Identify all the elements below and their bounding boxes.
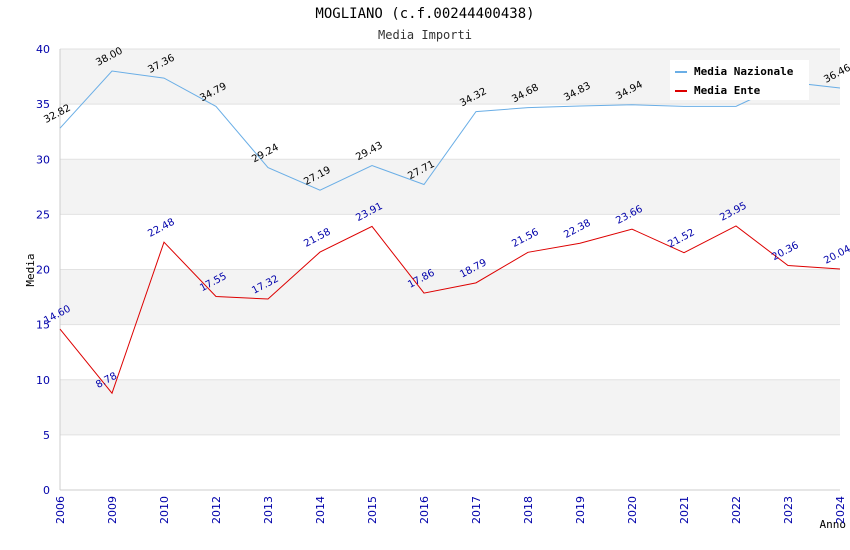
x-tick-label: 2024 (834, 496, 847, 524)
x-tick-label: 2009 (106, 496, 119, 524)
y-axis-label: Media (24, 253, 37, 286)
x-tick-label: 2006 (54, 496, 67, 524)
x-tick-label: 2010 (158, 496, 171, 524)
x-axis-label: Anno (820, 518, 847, 531)
x-tick-label: 2022 (730, 496, 743, 524)
legend-entry-media-ente: Media Ente (694, 84, 761, 97)
grid-band (60, 269, 840, 325)
series-line-media-nazionale (59, 70, 841, 191)
y-tick-label: 40 (36, 43, 50, 56)
x-tick-label: 2021 (678, 496, 691, 524)
y-tick-labels: 0 5 10 15 20 25 30 35 40 (36, 43, 50, 497)
data-label-media-ente: 22.38 (562, 218, 592, 241)
data-label-media-ente: 21.52 (666, 227, 696, 250)
chart-title: MOGLIANO (c.f.00244400438) (315, 6, 534, 22)
legend-box (670, 60, 809, 100)
legend-entry-media-nazionale: Media Nazionale (694, 65, 794, 78)
x-tick-label: 2019 (574, 496, 587, 524)
x-tick-label: 2020 (626, 496, 639, 524)
x-tick-label: 2018 (522, 496, 535, 524)
x-tick-label: 2015 (366, 496, 379, 524)
data-label-media-ente: 21.56 (510, 227, 540, 250)
x-tick-labels: 2006 2009 2010 2012 2013 2014 2015 2016 2017 2018… (54, 496, 847, 524)
x-tick-label: 2013 (262, 496, 275, 524)
data-label-media-ente: 21.58 (302, 227, 332, 250)
data-label-media-ente: 20.04 (822, 244, 850, 267)
x-tick-label: 2017 (470, 496, 483, 524)
y-tick-label: 15 (36, 319, 50, 332)
y-tick-label: 20 (36, 264, 50, 277)
y-tick-label: 5 (43, 429, 50, 442)
y-tick-label: 0 (43, 484, 50, 497)
y-tick-label: 10 (36, 374, 50, 387)
grid-bands (60, 49, 840, 435)
x-tick-label: 2023 (782, 496, 795, 524)
series-line-media-ente (59, 225, 841, 395)
y-tick-label: 35 (36, 98, 50, 111)
grid-band (60, 379, 840, 435)
x-tick-label: 2014 (314, 496, 327, 524)
data-label-media-ente: 22.48 (146, 217, 176, 240)
grid-band (60, 159, 840, 215)
x-tick-label: 2012 (210, 496, 223, 524)
y-tick-label: 30 (36, 153, 50, 166)
x-tick-label: 2016 (418, 496, 431, 524)
chart-subtitle: Media Importi (378, 28, 472, 42)
y-tick-label: 25 (36, 208, 50, 221)
data-label-media-ente: 20.36 (770, 240, 800, 263)
legend: Media Nazionale Media Ente (670, 60, 809, 100)
